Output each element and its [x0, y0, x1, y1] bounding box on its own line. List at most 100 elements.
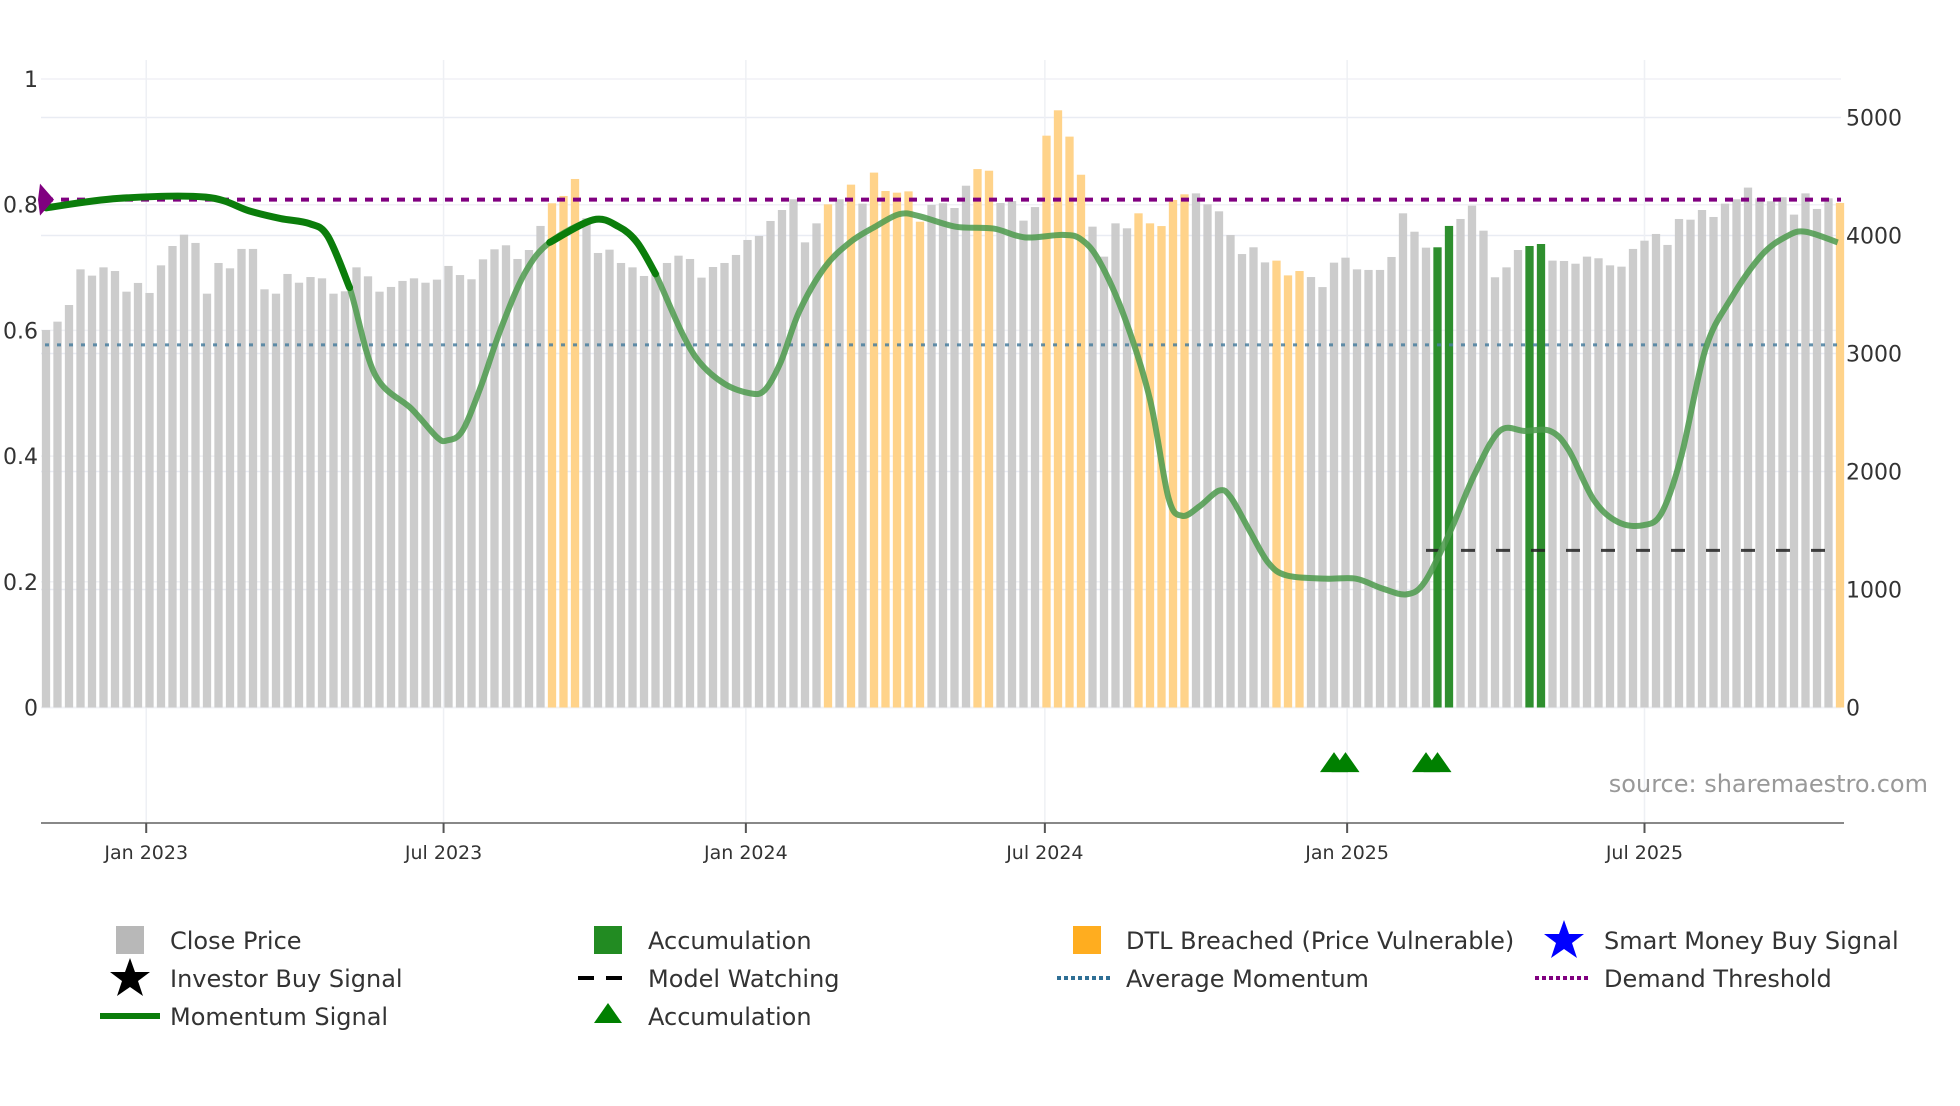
legend-item-demand-threshold[interactable]: Demand Threshold: [1535, 965, 1832, 993]
legend-item-accumulation-bar[interactable]: Accumulation: [594, 926, 812, 955]
dtl-breached-bar: [1053, 110, 1063, 708]
accumulation-bar: [1525, 246, 1534, 708]
close-price-bar: [260, 289, 269, 708]
close-price-bar: [1352, 269, 1362, 708]
dtl-breached-bar: [915, 221, 925, 708]
legend-label: Average Momentum: [1126, 965, 1369, 993]
legend-item-investor-buy[interactable]: Investor Buy Signal: [110, 958, 403, 996]
close-price-bar: [1203, 204, 1212, 708]
close-price-bar: [1249, 247, 1258, 708]
dtl-breached-bar: [1065, 136, 1074, 708]
close-price-bar: [432, 279, 442, 708]
close-price-bar: [1697, 210, 1707, 708]
close-price-bar: [1812, 208, 1822, 708]
close-price-bar: [133, 282, 143, 708]
close-price-bar: [1341, 257, 1350, 708]
close-price-bar: [1387, 256, 1396, 708]
dtl-breached-bar: [570, 178, 580, 708]
left-y-tick-label: 0: [24, 697, 38, 722]
close-price-bar: [1755, 198, 1764, 708]
legend-item-smart-money[interactable]: Smart Money Buy Signal: [1544, 920, 1899, 958]
close-price-bar: [927, 204, 936, 708]
accumulation-bar: [1444, 225, 1454, 708]
close-price-bar: [1605, 265, 1615, 708]
close-price-bar: [467, 279, 476, 708]
momentum-line-strong: [546, 215, 659, 278]
legend-item-momentum-signal[interactable]: Momentum Signal: [100, 1003, 388, 1031]
close-price-bar: [179, 234, 189, 708]
close-price-bar: [616, 262, 626, 708]
dtl-breached-bar: [1835, 202, 1845, 708]
close-price-bar: [444, 265, 453, 708]
close-price-bar: [628, 267, 637, 708]
close-price-bar: [961, 185, 971, 708]
close-price-bar: [731, 254, 741, 708]
legend-label: Accumulation: [648, 1003, 812, 1031]
close-price-bar: [248, 248, 258, 708]
close-price-bar: [455, 275, 465, 708]
close-price-bar: [1111, 223, 1120, 708]
close-price-bar: [1088, 226, 1097, 708]
close-price-bar: [1237, 254, 1247, 708]
x-tick-label: Jul 2023: [404, 842, 482, 864]
close-price-bar: [743, 239, 752, 708]
left-y-tick-label: 0.6: [3, 319, 38, 344]
black-star-icon: [110, 958, 150, 996]
close-price-bar: [1663, 244, 1672, 708]
dtl-breached-bar: [1180, 194, 1189, 708]
close-price-bar: [1709, 216, 1718, 708]
close-price-bar: [639, 275, 649, 708]
close-price-bar: [214, 262, 223, 708]
momentum-line-strong: [42, 192, 354, 292]
close-price-bar: [593, 252, 603, 708]
legend-item-model-watching[interactable]: Model Watching: [578, 965, 840, 993]
close-price-bar: [501, 245, 511, 708]
close-price-bar: [363, 276, 373, 708]
legend-label: Close Price: [170, 927, 302, 955]
left-y-axis-ticks: 0 0.2 0.4 0.6 0.8 1: [3, 68, 38, 722]
legend-item-close-price[interactable]: Close Price: [116, 926, 302, 955]
right-y-axis-ticks: 0 1000 2000 3000 4000 5000: [1846, 107, 1902, 722]
close-price-bar: [202, 293, 212, 708]
legend: Close Price Accumulation DTL Breached (P…: [100, 920, 1899, 1031]
close-price-bar: [110, 271, 120, 708]
reference-lines: [45, 197, 1841, 552]
blue-star-icon: [1544, 920, 1584, 958]
close-price-bar: [651, 272, 660, 708]
close-price-bar: [237, 248, 246, 708]
close-price-bar: [478, 259, 488, 708]
dtl-breached-bar: [892, 192, 902, 708]
close-price-bar: [398, 280, 407, 708]
close-price-bar: [524, 250, 534, 708]
close-price-bar: [777, 210, 787, 708]
close-price-bar: [1766, 201, 1776, 708]
close-price-bar: [225, 268, 235, 708]
legend-label: Smart Money Buy Signal: [1604, 927, 1899, 955]
close-price-bar: [145, 292, 154, 708]
dtl-breached-bar: [984, 170, 994, 708]
right-y-tick-label: 1000: [1846, 579, 1902, 604]
close-price-bar: [1226, 235, 1235, 708]
gray-square-icon: [116, 926, 144, 954]
close-price-bar: [1019, 220, 1028, 708]
dtl-breached-bar: [1283, 275, 1293, 708]
close-price-bar: [513, 258, 522, 708]
legend-item-average-momentum[interactable]: Average Momentum: [1057, 965, 1369, 993]
close-price-bar: [1260, 262, 1270, 708]
dtl-breached-bar: [1272, 260, 1281, 708]
legend-item-dtl-breached[interactable]: DTL Breached (Price Vulnerable): [1073, 926, 1514, 955]
close-price-bar: [1467, 205, 1477, 708]
signal-markers: [38, 183, 1452, 773]
left-y-tick-label: 1: [24, 68, 38, 93]
close-price-bar: [1617, 266, 1626, 708]
accumulation-bar: [1433, 247, 1442, 708]
legend-item-accumulation-marker[interactable]: Accumulation: [594, 1003, 812, 1031]
close-price-bar: [99, 267, 108, 708]
right-y-tick-label: 3000: [1846, 343, 1902, 368]
close-price-bar: [122, 291, 131, 708]
close-price-bar: [352, 267, 361, 708]
left-y-tick-label: 0.4: [3, 445, 38, 470]
close-price-bar: [789, 199, 798, 708]
close-price-bar: [294, 282, 304, 708]
left-y-tick-label: 0.2: [3, 571, 38, 596]
